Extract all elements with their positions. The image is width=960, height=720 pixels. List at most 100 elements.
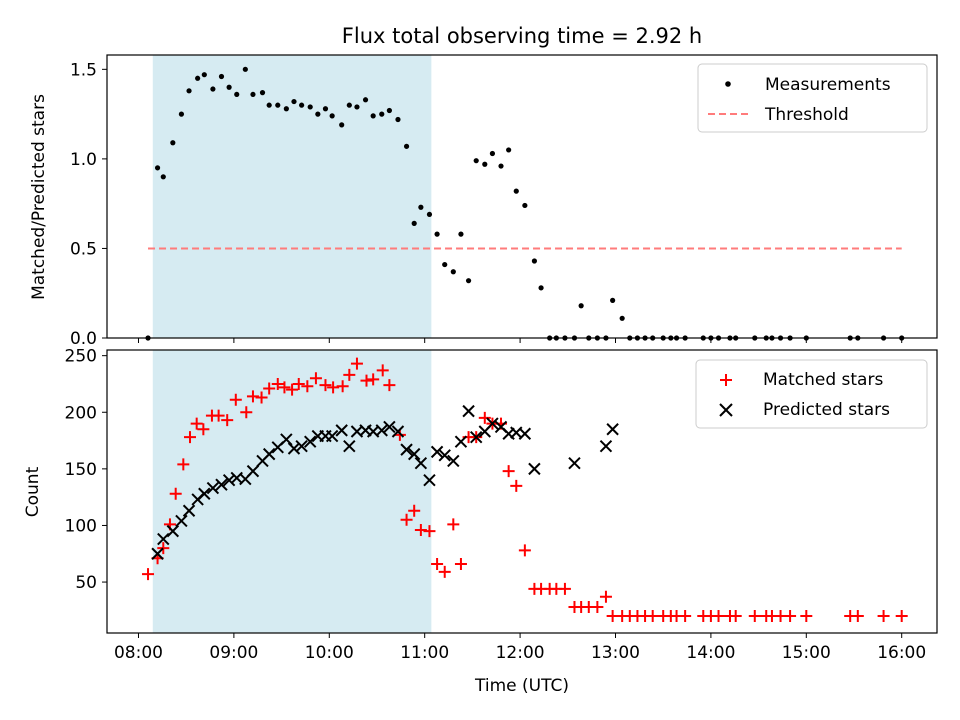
- predicted-star-point: [414, 456, 428, 470]
- predicted-star-point: [430, 445, 444, 459]
- measurement-point: [434, 231, 440, 237]
- measurement-point: [465, 278, 472, 284]
- matched-star-point: [454, 557, 467, 570]
- matched-star-point: [729, 610, 742, 623]
- predicted-star-point: [343, 440, 356, 453]
- predicted-star-point: [303, 435, 317, 448]
- predicted-star-point: [518, 427, 532, 440]
- measurement-point: [186, 88, 192, 94]
- matched-star-point: [184, 431, 196, 444]
- matched-star-point: [286, 383, 299, 396]
- predicted-star-point: [383, 420, 396, 434]
- predicted-star-point: [198, 487, 211, 500]
- y-tick-label: 250: [65, 347, 97, 367]
- matched-star-point: [301, 380, 314, 393]
- matched-star-point: [376, 364, 389, 377]
- legend-measurements-marker: [725, 81, 731, 87]
- predicted-star-point: [222, 473, 236, 487]
- predicted-star-point: [157, 532, 170, 546]
- measurement-point: [482, 161, 488, 167]
- measurement-point: [275, 102, 281, 108]
- measurement-point: [339, 122, 345, 128]
- matched-star-point: [895, 610, 908, 623]
- top-legend-box: [697, 63, 928, 133]
- measurement-point: [170, 140, 176, 146]
- measurement-point: [578, 303, 584, 309]
- y-tick-label: 0.0: [70, 329, 97, 349]
- matched-star-point: [383, 379, 396, 392]
- predicted-star-point: [262, 447, 276, 461]
- measurement-point: [307, 104, 313, 110]
- measurement-point: [458, 231, 464, 237]
- matched-star-point: [414, 523, 427, 536]
- x-tick-label: 11:00: [400, 643, 449, 663]
- bottom-axes-frame: [106, 349, 938, 634]
- measurement-point: [426, 211, 433, 218]
- matched-star-point: [229, 393, 242, 406]
- matched-star-point: [292, 377, 305, 390]
- bottom-matched-stars: [142, 357, 908, 623]
- measurement-point: [522, 202, 528, 209]
- measurement-point: [370, 113, 376, 119]
- y-tick-label: 1.0: [70, 150, 97, 170]
- measurement-point: [195, 75, 201, 81]
- legend-threshold-label: Threshold: [764, 105, 849, 125]
- chart-title: Flux total observing time = 2.92 h: [342, 24, 702, 48]
- top-y-ticks: 0.0 0.5 1.0 1.5: [70, 60, 107, 349]
- matched-star-point: [558, 582, 571, 595]
- measurement-point: [154, 165, 161, 171]
- legend-predicted-label: Predicted stars: [763, 400, 890, 420]
- matched-star-point: [423, 525, 436, 538]
- measurement-point: [210, 86, 216, 92]
- matched-star-point: [502, 465, 515, 478]
- bottom-shaded-region: [152, 350, 432, 633]
- matched-star-point: [400, 513, 413, 526]
- matched-star-point: [142, 568, 155, 581]
- predicted-star-point: [423, 473, 436, 487]
- matched-star-point: [800, 610, 813, 623]
- matched-star-point: [748, 610, 761, 623]
- matched-star-point: [271, 377, 284, 390]
- matched-star-point: [197, 423, 210, 436]
- measurement-point: [242, 66, 248, 72]
- matched-star-point: [408, 504, 421, 517]
- measurement-point: [266, 102, 272, 108]
- y-tick-label: 1.5: [70, 60, 97, 80]
- predicted-star-point: [486, 417, 499, 430]
- measurement-point: [160, 174, 166, 180]
- measurement-point: [610, 297, 616, 303]
- predicted-star-point: [469, 430, 483, 444]
- measurement-point: [418, 204, 424, 210]
- measurement-point: [379, 111, 385, 117]
- measurement-point: [178, 111, 185, 117]
- matched-star-point: [851, 610, 864, 623]
- measurement-point: [250, 91, 256, 98]
- measurement-point: [489, 150, 496, 157]
- x-tick-label: 16:00: [877, 643, 926, 663]
- measurement-point: [201, 72, 207, 78]
- bottom-legend: Matched stars Predicted stars: [695, 359, 928, 429]
- bottom-legend-box: [695, 359, 928, 429]
- measurement-point: [354, 104, 360, 110]
- top-panel: 0.0 0.5 1.0 1.5 Matched/Predicted stars Mea…: [29, 54, 938, 349]
- predicted-star-point: [246, 464, 260, 478]
- bottom-predicted-stars: [151, 404, 619, 560]
- measurement-point: [473, 158, 479, 164]
- matched-star-point: [263, 382, 276, 395]
- top-x-ticks: [137, 338, 903, 343]
- predicted-star-point: [166, 524, 180, 538]
- matched-star-point: [336, 380, 349, 393]
- predicted-star-point: [438, 449, 451, 462]
- top-shaded-region: [152, 55, 432, 338]
- measurement-point: [619, 315, 625, 321]
- measurement-point: [291, 98, 297, 105]
- x-axis-label: Time (UTC): [474, 676, 569, 696]
- predicted-star-point: [462, 404, 475, 418]
- predicted-star-point: [400, 443, 413, 456]
- x-tick-label: 12:00: [496, 643, 545, 663]
- matched-star-point: [221, 414, 234, 427]
- y-tick-label: 50: [75, 573, 97, 593]
- predicted-star-point: [325, 429, 339, 443]
- legend-matched-label: Matched stars: [763, 370, 883, 390]
- matched-star-point: [255, 391, 268, 404]
